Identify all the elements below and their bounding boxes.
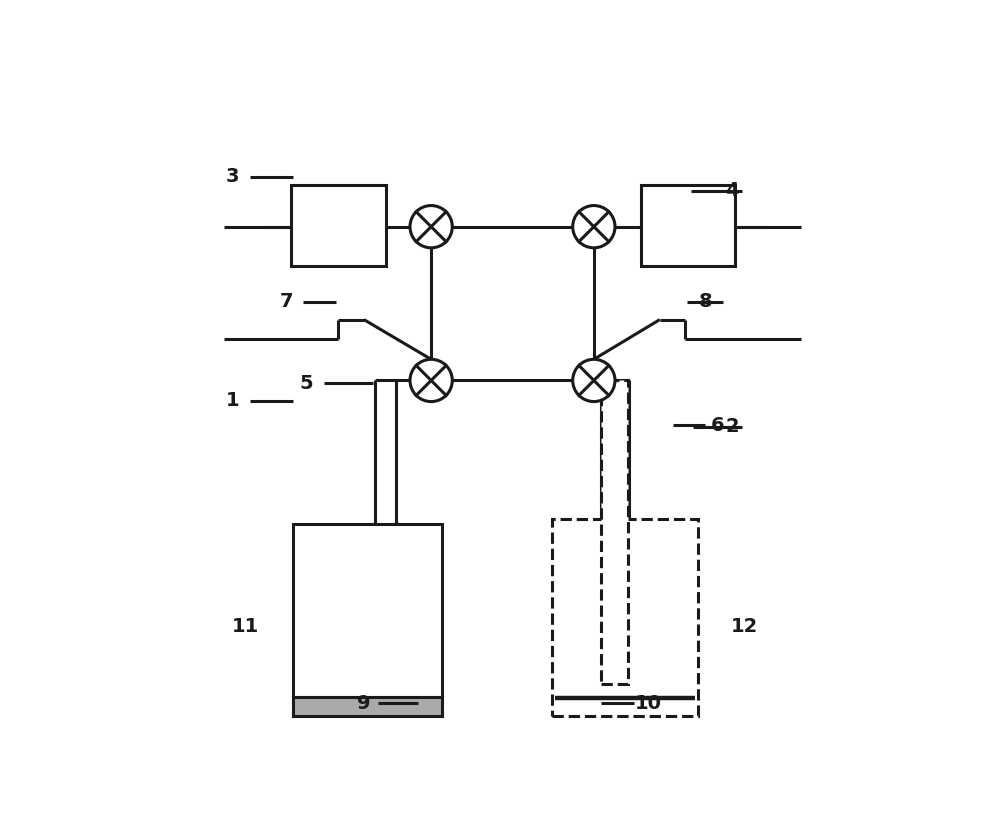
Bar (293, 524, 442, 697)
Text: 8: 8 (699, 292, 713, 311)
Circle shape (410, 206, 452, 248)
Text: 3: 3 (226, 167, 239, 186)
Circle shape (410, 359, 452, 402)
Text: 5: 5 (299, 374, 313, 393)
Text: 12: 12 (731, 617, 758, 636)
Bar (601, 380, 628, 684)
Circle shape (573, 206, 615, 248)
Text: 10: 10 (635, 694, 662, 713)
Text: 11: 11 (232, 617, 259, 636)
Bar (291, 185, 386, 265)
Bar (641, 185, 735, 265)
Text: 1: 1 (226, 391, 239, 410)
Bar (293, 697, 442, 716)
Circle shape (573, 359, 615, 402)
Bar (552, 519, 698, 716)
Text: 9: 9 (357, 694, 371, 713)
Text: 4: 4 (725, 181, 739, 201)
Text: 6: 6 (711, 416, 724, 435)
Text: 2: 2 (725, 417, 739, 436)
Text: 7: 7 (280, 292, 294, 311)
